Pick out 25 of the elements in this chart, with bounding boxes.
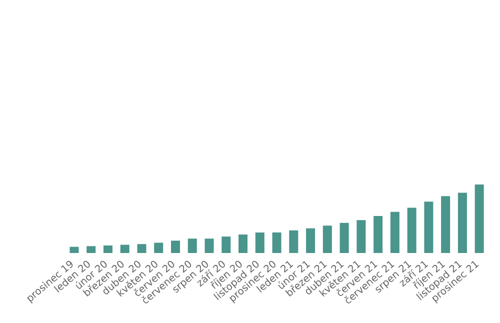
bar <box>137 244 146 253</box>
bar <box>458 192 467 253</box>
bar <box>255 232 264 253</box>
bar <box>374 216 383 253</box>
bar <box>441 196 450 253</box>
bar <box>306 228 316 253</box>
bar <box>424 202 434 253</box>
bar <box>120 244 130 253</box>
bar <box>407 208 416 253</box>
bar <box>86 246 96 253</box>
bar <box>322 226 332 253</box>
bar <box>356 220 366 253</box>
bar <box>154 242 164 253</box>
bar <box>340 222 349 253</box>
bar <box>238 234 248 253</box>
bar <box>390 212 400 253</box>
bar <box>474 184 484 253</box>
bar <box>204 238 214 253</box>
bar <box>188 238 197 253</box>
bar <box>222 236 231 253</box>
bar <box>289 230 298 253</box>
bar <box>70 246 79 253</box>
bar <box>272 232 282 253</box>
bar <box>170 240 180 253</box>
bar <box>103 245 112 253</box>
